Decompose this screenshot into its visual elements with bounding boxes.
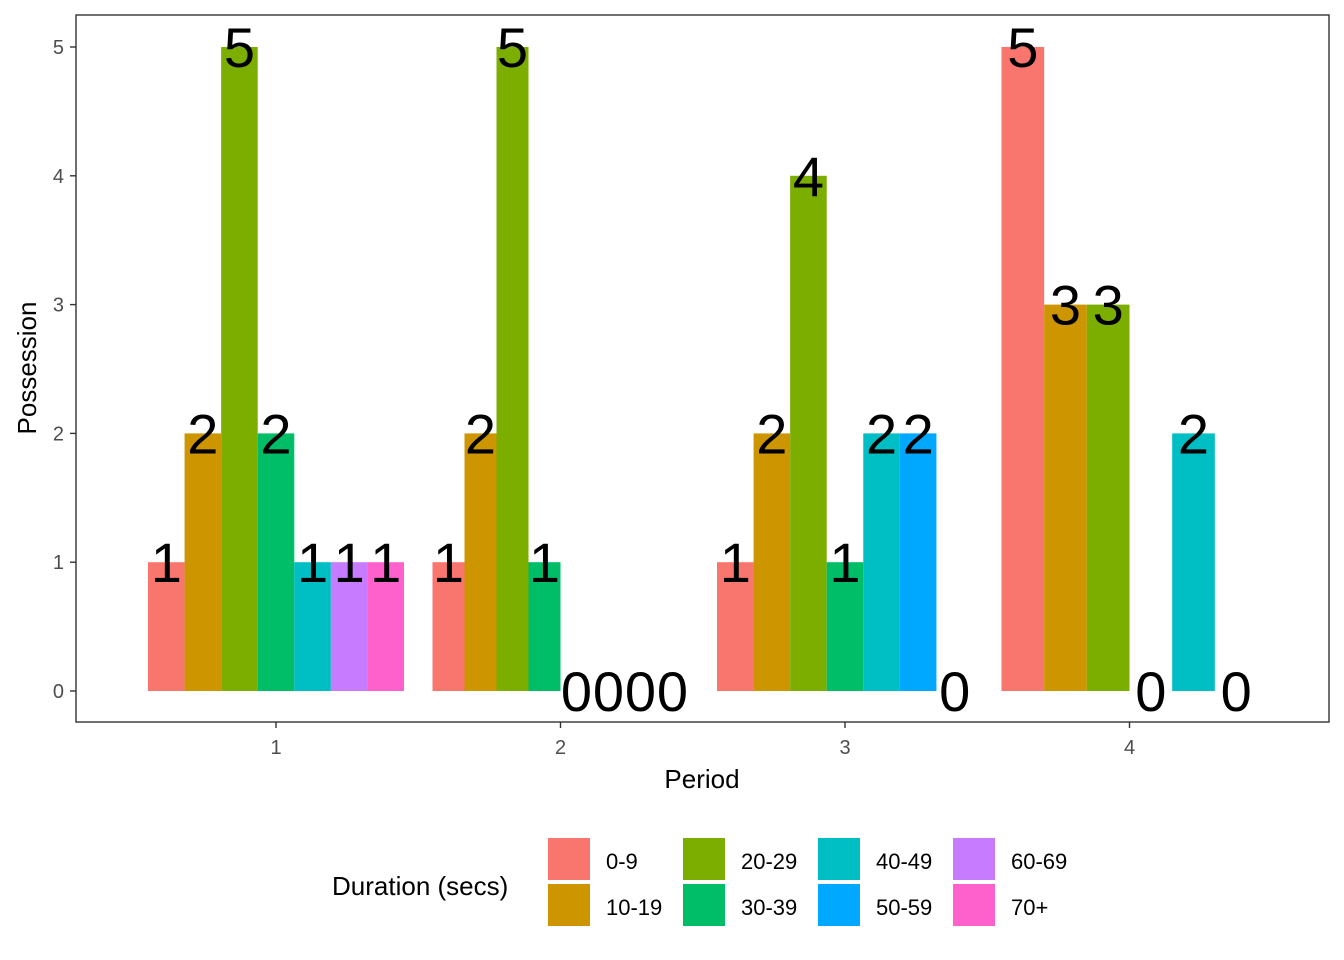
x-tick-label: 2 [555, 737, 566, 759]
legend-label: 30-39 [741, 895, 797, 920]
data-label: 0 [1221, 660, 1252, 723]
data-label: 0 [657, 660, 688, 723]
bar-0-9-period-1 [148, 562, 185, 691]
data-label: 1 [334, 531, 365, 594]
data-label: 0 [939, 660, 970, 723]
bar-0-9-period-3 [717, 562, 754, 691]
legend-key-70+ [953, 884, 995, 926]
bar-10-19-period-1 [184, 433, 222, 691]
bar-group [148, 47, 1215, 692]
data-label: 3 [1050, 274, 1081, 337]
legend-key-0-9 [548, 838, 590, 880]
axes: 0 1 2 3 4 5 1 2 3 4 [53, 37, 1135, 759]
legend-key-40-49 [818, 838, 860, 880]
legend-key-60-69 [953, 838, 995, 880]
legend-label: 20-29 [741, 849, 797, 874]
bar-20-29-period-1 [221, 47, 258, 691]
data-label: 2 [260, 402, 291, 465]
x-tick-label: 3 [839, 737, 850, 759]
bar-10-19-period-2 [464, 433, 497, 691]
data-label: 1 [370, 531, 401, 594]
legend-title: Duration (secs) [332, 871, 508, 901]
y-tick-label: 3 [53, 295, 64, 317]
data-label: 1 [720, 531, 751, 594]
y-tick-label: 5 [53, 37, 64, 59]
x-axis-title: Period [664, 764, 739, 794]
data-label: 0 [1135, 660, 1166, 723]
bar-40-49-period-4 [1172, 433, 1215, 691]
bar-50-59-period-3 [899, 433, 937, 691]
data-label: 2 [866, 402, 897, 465]
bar-0-9-period-2 [432, 562, 465, 691]
legend-key-50-59 [818, 884, 860, 926]
data-label: 1 [433, 531, 464, 594]
data-label: 2 [903, 402, 934, 465]
bar-20-29-period-3 [790, 175, 827, 692]
x-tick-label: 4 [1124, 737, 1135, 759]
legend-label: 50-59 [876, 895, 932, 920]
bar-30-39-period-2 [528, 562, 561, 691]
legend-label: 40-49 [876, 849, 932, 874]
legend-key-20-29 [683, 838, 725, 880]
bar-30-39-period-3 [826, 562, 864, 691]
bar-70+-period-1 [367, 562, 404, 691]
bar-20-29-period-4 [1086, 304, 1130, 691]
legend-label: 10-19 [606, 895, 662, 920]
bar-60-69-period-1 [330, 562, 368, 691]
data-label: 5 [224, 16, 255, 79]
bar-0-9-period-4 [1001, 47, 1045, 691]
y-tick-label: 1 [53, 552, 64, 574]
data-label: 2 [187, 402, 218, 465]
data-label: 1 [151, 531, 182, 594]
legend-key-30-39 [683, 884, 725, 926]
y-tick-label: 2 [53, 423, 64, 445]
legend-label: 0-9 [606, 849, 638, 874]
data-label: 5 [1007, 16, 1038, 79]
data-label: 2 [756, 402, 787, 465]
y-tick-label: 0 [53, 681, 64, 703]
bar-20-29-period-2 [496, 47, 529, 691]
bar-30-39-period-1 [257, 433, 295, 691]
data-label: 0 [625, 660, 656, 723]
data-label: 2 [465, 402, 496, 465]
bar-10-19-period-3 [753, 433, 791, 691]
data-label: 4 [793, 145, 824, 208]
data-label: 3 [1093, 274, 1124, 337]
legend-key-10-19 [548, 884, 590, 926]
y-axis-title: Possession [12, 302, 42, 435]
bar-40-49-period-1 [294, 562, 331, 691]
data-label: 0 [593, 660, 624, 723]
legend-label: 60-69 [1011, 849, 1067, 874]
y-tick-label: 4 [53, 166, 64, 188]
legend-label: 70+ [1011, 895, 1048, 920]
data-label: 1 [529, 531, 560, 594]
bar-40-49-period-3 [863, 433, 900, 691]
data-label: 2 [1178, 402, 1209, 465]
data-label: 1 [829, 531, 860, 594]
data-label: 5 [497, 16, 528, 79]
data-label: 1 [297, 531, 328, 594]
x-tick-label: 1 [270, 737, 281, 759]
legend: Duration (secs) 0-9 10-19 20-29 30-39 40-49 5… [332, 838, 1067, 926]
data-label: 0 [561, 660, 592, 723]
bar-10-19-period-4 [1044, 304, 1087, 691]
